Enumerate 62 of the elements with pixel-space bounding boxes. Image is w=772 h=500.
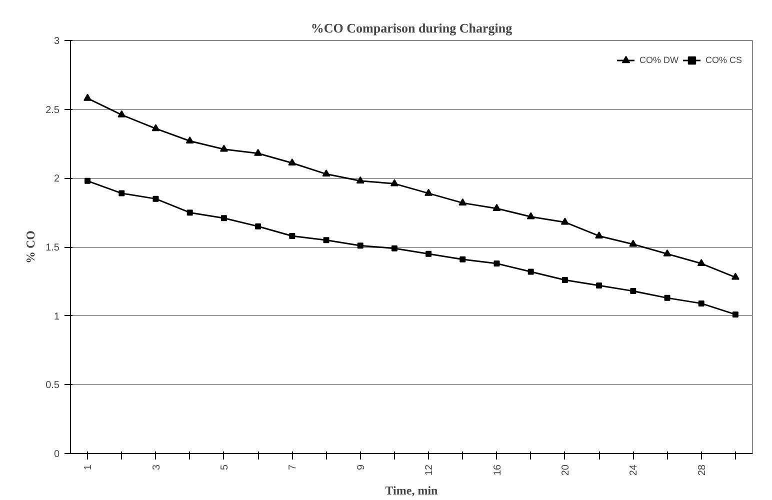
point	[664, 294, 670, 301]
y-tick-label: 1.5	[46, 242, 60, 254]
point	[697, 258, 706, 266]
x-tick-label: 1	[83, 464, 94, 470]
point	[152, 196, 159, 202]
point	[255, 223, 262, 230]
point	[186, 136, 194, 144]
point	[698, 300, 704, 306]
point	[424, 188, 433, 196]
point	[118, 110, 126, 118]
y-tick-label: 3	[54, 36, 60, 47]
x-tick-label: 28	[696, 464, 708, 476]
point	[492, 204, 501, 211]
y-tick-label: 2	[54, 174, 60, 185]
y-tick-label: 0.5	[46, 380, 60, 392]
point	[629, 240, 638, 247]
point	[288, 158, 296, 166]
point	[562, 277, 568, 284]
point	[528, 268, 534, 275]
x-tick-label: 3	[151, 464, 162, 470]
point	[322, 169, 330, 177]
x-tick-label: 5	[219, 464, 230, 470]
point	[663, 249, 672, 256]
point	[426, 250, 432, 257]
y-tick-label: 1	[54, 311, 60, 322]
point	[560, 218, 569, 225]
point	[356, 176, 364, 184]
point	[494, 260, 500, 267]
legend-label: CO% DW	[639, 55, 678, 65]
point	[152, 124, 160, 132]
point	[732, 311, 738, 318]
x-tick-label: 20	[560, 464, 572, 476]
point	[186, 210, 193, 216]
x-tick-label: 24	[628, 464, 640, 476]
x-tick-label: 16	[492, 464, 504, 476]
point	[731, 272, 740, 280]
y-axis-title: % CO	[24, 230, 38, 264]
y-tick-label: 0	[54, 449, 60, 460]
chart-title: %CO Comparison during Charging	[310, 20, 513, 36]
point	[460, 256, 466, 262]
point	[289, 232, 296, 239]
x-tick-label: 7	[288, 464, 299, 470]
point	[596, 282, 602, 289]
point	[391, 245, 398, 252]
point	[84, 94, 92, 101]
point	[118, 190, 125, 196]
point	[595, 231, 604, 239]
point	[526, 212, 535, 220]
point	[323, 237, 330, 244]
x-axis-title: Time, min	[385, 484, 438, 498]
y-tick-label: 2.5	[46, 104, 60, 116]
point	[220, 215, 227, 222]
point	[357, 242, 364, 249]
point	[630, 288, 636, 294]
point	[390, 179, 398, 186]
point	[84, 178, 91, 184]
point	[254, 148, 262, 156]
point	[220, 144, 228, 152]
x-tick-label: 9	[356, 464, 367, 470]
legend-label: CO% CS	[705, 55, 742, 65]
point	[458, 198, 467, 206]
x-tick-label: 12	[424, 464, 436, 476]
